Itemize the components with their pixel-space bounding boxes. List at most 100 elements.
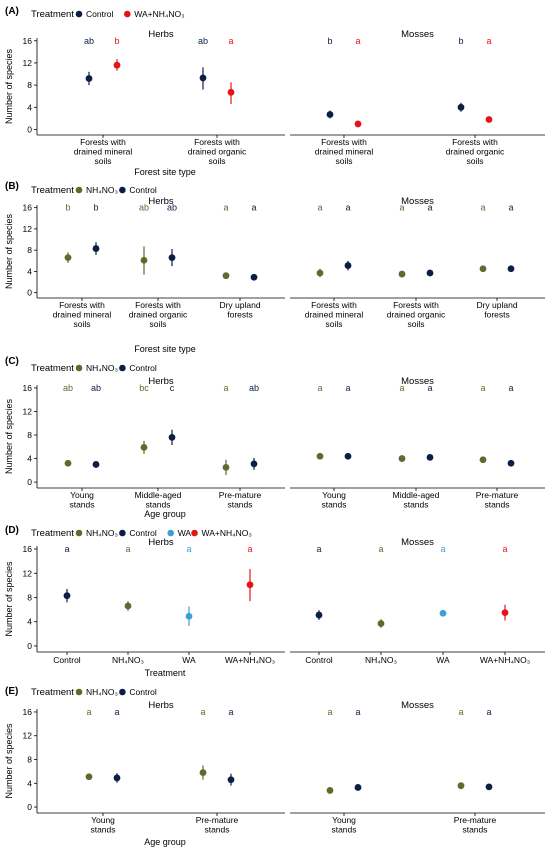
data-point xyxy=(426,453,434,461)
significance-letter: a xyxy=(317,203,322,213)
x-tick-label: soils xyxy=(325,319,342,329)
y-tick-label: 12 xyxy=(23,731,33,741)
x-tick-label: Forests with xyxy=(59,300,105,310)
significance-letter: a xyxy=(458,707,463,717)
x-tick-label: Pre-mature xyxy=(219,490,262,500)
significance-letter: a xyxy=(486,36,491,46)
facet-title: Herbs xyxy=(148,376,174,387)
significance-letter: ab xyxy=(167,203,177,213)
significance-letter: a xyxy=(125,544,130,554)
legend-label: WA+NH₄NO₃ xyxy=(202,528,252,538)
x-tick-label: Young xyxy=(322,490,346,500)
x-tick-label: Pre-mature xyxy=(454,815,497,825)
facet-title: Herbs xyxy=(148,196,174,207)
x-tick-label: WA+NH₄NO₃ xyxy=(480,655,530,665)
facet-title: Mosses xyxy=(401,196,434,207)
data-point xyxy=(485,116,493,123)
data-point xyxy=(168,254,176,262)
x-tick-label: soils xyxy=(94,156,111,166)
x-tick-label: WA+NH₄NO₃ xyxy=(225,655,275,665)
data-point xyxy=(227,776,235,784)
data-point xyxy=(354,120,362,128)
y-tick-label: 0 xyxy=(27,124,32,134)
significance-letter: a xyxy=(317,383,322,393)
x-axis-label: Forest site type xyxy=(134,167,196,177)
data-point xyxy=(124,602,132,610)
y-axis-label: Number of species xyxy=(4,398,14,474)
x-tick-label: stands xyxy=(462,825,487,835)
significance-letter: a xyxy=(486,707,491,717)
legend-marker xyxy=(119,364,126,372)
x-tick-label: Young xyxy=(70,490,94,500)
significance-letter: a xyxy=(223,203,228,213)
significance-letter: a xyxy=(251,203,256,213)
significance-letter: ab xyxy=(249,383,259,393)
data-point xyxy=(398,455,406,462)
significance-letter: a xyxy=(399,203,404,213)
facet-herbs: Herbs0481216YoungstandsPre-maturestandsa… xyxy=(23,700,285,835)
x-tick-label: drained organic xyxy=(446,147,505,157)
y-axis-label: Number of species xyxy=(4,213,14,289)
data-point xyxy=(140,256,148,264)
significance-letter: a xyxy=(316,544,321,554)
x-tick-label: WA xyxy=(436,655,450,665)
facet-herbs: Herbs0481216YoungstandsMiddle-agedstands… xyxy=(23,376,285,510)
y-tick-label: 4 xyxy=(27,102,32,112)
legend-title: Treatment xyxy=(31,687,74,698)
legend-label: NH₄NO₃ xyxy=(86,687,118,697)
legend-marker xyxy=(75,364,83,372)
legend-title: Treatment xyxy=(31,185,74,196)
data-point xyxy=(140,443,148,451)
y-tick-label: 0 xyxy=(27,477,32,487)
significance-letter: a xyxy=(223,383,228,393)
y-tick-label: 12 xyxy=(23,406,33,416)
significance-letter: a xyxy=(427,383,432,393)
data-point xyxy=(185,612,193,620)
legend: Treatment NH₄NO₃ Control xyxy=(31,363,157,374)
data-point xyxy=(426,269,434,277)
y-tick-label: 0 xyxy=(27,641,32,651)
panel-label: (A) xyxy=(5,6,19,17)
legend-label: Control xyxy=(129,687,157,697)
panel-b: (B) Treatment NH₄NO₃ Control Number of speci… xyxy=(4,181,545,354)
data-point xyxy=(250,460,258,468)
significance-letter: a xyxy=(480,383,485,393)
x-tick-label: Forests with xyxy=(452,137,498,147)
y-axis-label: Number of species xyxy=(4,561,14,637)
x-axis-label: Forest site type xyxy=(134,344,196,354)
y-axis-label: Number of species xyxy=(4,48,14,124)
x-tick-label: stands xyxy=(69,500,94,510)
x-tick-label: drained organic xyxy=(387,310,446,320)
significance-letter: a xyxy=(200,707,205,717)
x-tick-label: drained mineral xyxy=(74,147,133,157)
x-tick-label: Forests with xyxy=(393,300,439,310)
data-point xyxy=(439,609,447,617)
data-point xyxy=(501,609,509,617)
panel-c: (C) Treatment NH₄NO₃ Control Number of speci… xyxy=(4,356,545,519)
x-tick-label: drained mineral xyxy=(53,310,112,320)
x-tick-label: Middle-aged xyxy=(135,490,182,500)
facet-title: Herbs xyxy=(148,537,174,548)
x-tick-label: drained mineral xyxy=(315,147,374,157)
data-point xyxy=(326,787,334,794)
data-point xyxy=(85,773,93,781)
legend-label: Control xyxy=(129,363,157,373)
x-tick-label: Young xyxy=(332,815,356,825)
panel-label: (C) xyxy=(5,356,19,367)
data-point xyxy=(63,592,71,600)
y-tick-label: 16 xyxy=(23,544,33,554)
significance-letter: ab xyxy=(63,383,73,393)
significance-letter: ab xyxy=(84,36,94,46)
legend-title: Treatment xyxy=(31,363,74,374)
legend-marker xyxy=(75,688,83,696)
x-tick-label: Forests with xyxy=(80,137,126,147)
x-tick-label: forests xyxy=(484,310,510,320)
legend-marker xyxy=(191,529,198,537)
data-point xyxy=(64,254,72,262)
data-point xyxy=(479,265,487,273)
x-tick-label: stands xyxy=(90,825,115,835)
